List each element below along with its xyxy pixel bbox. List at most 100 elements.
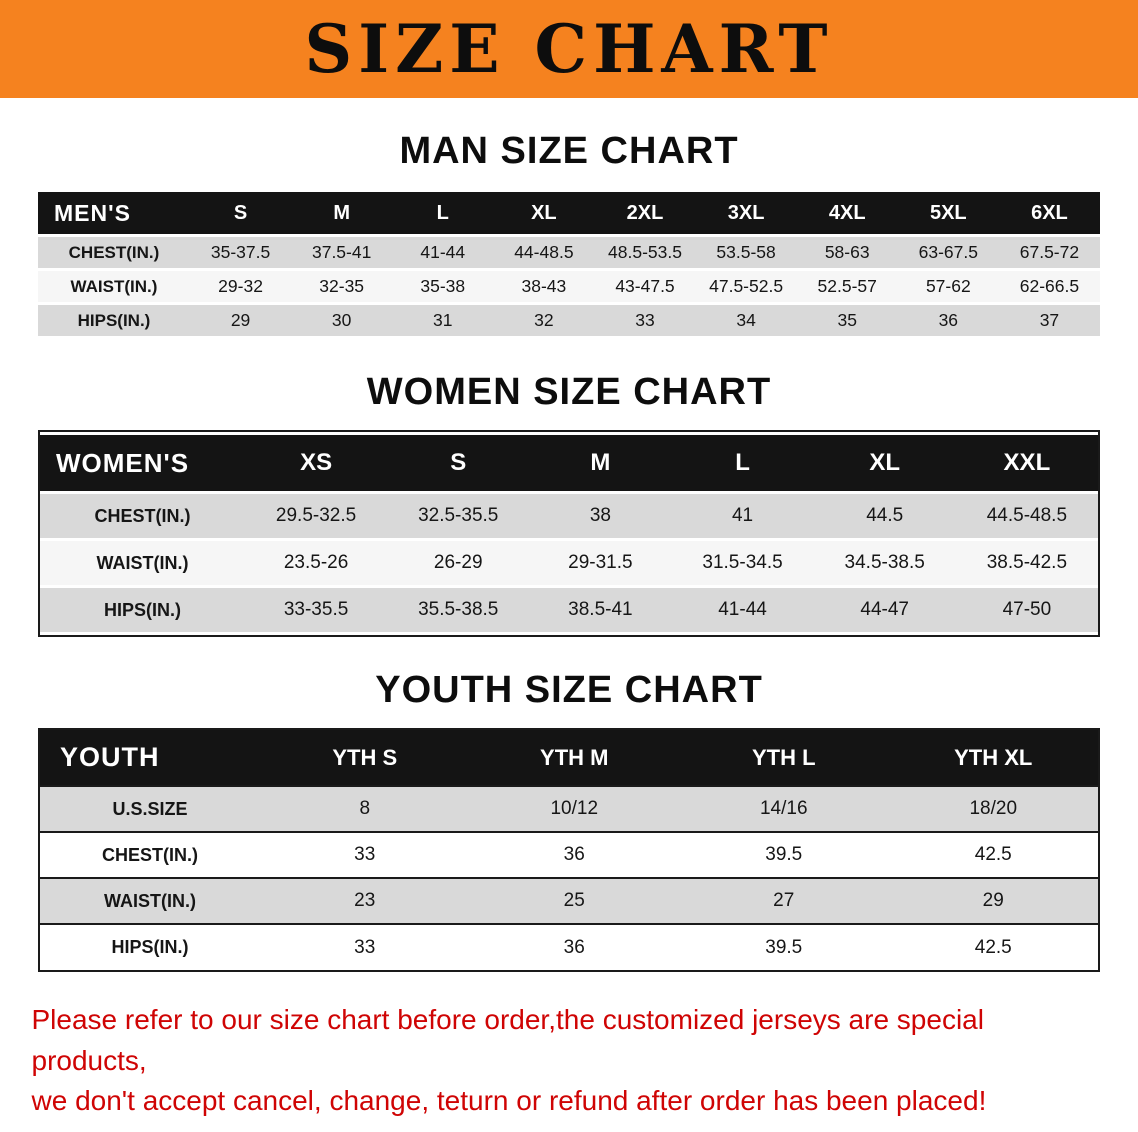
value-cell: 29: [888, 878, 1098, 924]
man-section-heading: MAN SIZE CHART: [399, 130, 739, 172]
value-cell: 8: [260, 786, 470, 832]
men-size-table: MEN'S S M L XL 2XL 3XL 4XL 5XL 6XL CHEST(IN.) 35-37…: [38, 189, 1100, 339]
size-column-header: S: [190, 192, 292, 234]
value-cell: 48.5-53.5: [594, 237, 696, 268]
size-column-header: YTH M: [469, 730, 679, 786]
value-cell: 53.5-58: [695, 237, 797, 268]
size-column-header: XL: [493, 192, 595, 234]
measurement-row: HIPS(IN.) 33 36 39.5 42.5: [40, 924, 1098, 970]
value-cell: 44.5: [813, 494, 956, 538]
value-cell: 36: [469, 832, 679, 878]
row-label-cell: WAIST(IN.): [40, 541, 245, 585]
value-cell: 38.5-41: [529, 588, 672, 632]
value-cell: 44.5-48.5: [955, 494, 1098, 538]
men-table-wrap: MEN'S S M L XL 2XL 3XL 4XL 5XL 6XL CHEST(IN.) 35-37…: [38, 189, 1100, 339]
measurement-row: HIPS(IN.) 33-35.5 35.5-38.5 38.5-41 41-44 44-…: [40, 588, 1098, 632]
value-cell: 43-47.5: [594, 271, 696, 302]
value-cell: 31: [392, 305, 494, 336]
size-column-header: 3XL: [695, 192, 797, 234]
women-table-wrap: WOMEN'S XS S M L XL XXL CHEST(IN.) 29.5-32.5 32.5…: [38, 430, 1100, 637]
value-cell: 29: [190, 305, 292, 336]
value-cell: 10/12: [469, 786, 679, 832]
size-column-header: 2XL: [594, 192, 696, 234]
value-cell: 62-66.5: [998, 271, 1100, 302]
value-cell: 42.5: [888, 832, 1098, 878]
youth-table-wrap: YOUTH YTH S YTH M YTH L YTH XL U.S.SIZE 8 10/12…: [38, 728, 1100, 972]
disclaimer-line-2: we don't accept cancel, change, teturn o…: [31, 1085, 987, 1117]
table-header-row: WOMEN'S XS S M L XL XXL: [40, 435, 1098, 491]
row-label-cell: CHEST(IN.): [40, 494, 245, 538]
value-cell: 37.5-41: [291, 237, 393, 268]
size-chart-banner: SIZE CHART: [0, 0, 1138, 98]
value-cell: 33: [260, 832, 470, 878]
size-column-header: 6XL: [998, 192, 1100, 234]
value-cell: 41: [671, 494, 814, 538]
value-cell: 35.5-38.5: [387, 588, 530, 632]
row-label-cell: CHEST(IN.): [38, 237, 190, 268]
row-label-cell: HIPS(IN.): [38, 305, 190, 336]
size-column-header: M: [291, 192, 393, 234]
value-cell: 47.5-52.5: [695, 271, 797, 302]
value-cell: 18/20: [888, 786, 1098, 832]
size-column-header: XS: [245, 435, 388, 491]
value-cell: 38-43: [493, 271, 595, 302]
value-cell: 67.5-72: [998, 237, 1100, 268]
value-cell: 25: [469, 878, 679, 924]
women-size-section: WOMEN SIZE CHART WOMEN'S XS S M L XL XXL CHEST(…: [0, 371, 1138, 637]
size-column-header: XXL: [955, 435, 1098, 491]
value-cell: 35-38: [392, 271, 494, 302]
size-column-header: L: [671, 435, 814, 491]
size-column-header: XL: [813, 435, 956, 491]
size-column-header: S: [387, 435, 530, 491]
value-cell: 39.5: [679, 832, 889, 878]
value-cell: 29-32: [190, 271, 292, 302]
value-cell: 37: [998, 305, 1100, 336]
value-cell: 33: [594, 305, 696, 336]
measurement-row: WAIST(IN.) 23 25 27 29: [40, 878, 1098, 924]
row-label-cell: HIPS(IN.): [40, 924, 260, 970]
table-title-cell: WOMEN'S: [40, 435, 245, 491]
measurement-row: CHEST(IN.) 29.5-32.5 32.5-35.5 38 41 44.5 44.5…: [40, 494, 1098, 538]
women-size-table: WOMEN'S XS S M L XL XXL CHEST(IN.) 29.5-32.5 32.5…: [40, 432, 1098, 635]
value-cell: 57-62: [897, 271, 999, 302]
youth-section-heading: YOUTH SIZE CHART: [375, 669, 763, 711]
value-cell: 29-31.5: [529, 541, 672, 585]
row-label-cell: HIPS(IN.): [40, 588, 245, 632]
value-cell: 14/16: [679, 786, 889, 832]
value-cell: 32-35: [291, 271, 393, 302]
row-label-cell: WAIST(IN.): [40, 878, 260, 924]
value-cell: 36: [469, 924, 679, 970]
table-title-cell: YOUTH: [40, 730, 260, 786]
value-cell: 63-67.5: [897, 237, 999, 268]
value-cell: 30: [291, 305, 393, 336]
row-label-cell: WAIST(IN.): [38, 271, 190, 302]
measurement-row: WAIST(IN.) 29-32 32-35 35-38 38-43 43-47.5 47.…: [38, 271, 1100, 302]
banner-title: SIZE CHART: [304, 10, 834, 88]
size-column-header: YTH L: [679, 730, 889, 786]
size-column-header: L: [392, 192, 494, 234]
row-label-cell: U.S.SIZE: [40, 786, 260, 832]
value-cell: 32.5-35.5: [387, 494, 530, 538]
value-cell: 34.5-38.5: [813, 541, 956, 585]
value-cell: 44-48.5: [493, 237, 595, 268]
value-cell: 23: [260, 878, 470, 924]
value-cell: 35: [796, 305, 898, 336]
value-cell: 33-35.5: [245, 588, 388, 632]
value-cell: 47-50: [955, 588, 1098, 632]
value-cell: 39.5: [679, 924, 889, 970]
size-column-header: 5XL: [897, 192, 999, 234]
youth-size-section: YOUTH SIZE CHART YOUTH YTH S YTH M YTH L YTH…: [0, 669, 1138, 972]
size-column-header: M: [529, 435, 672, 491]
value-cell: 42.5: [888, 924, 1098, 970]
measurement-row: WAIST(IN.) 23.5-26 26-29 29-31.5 31.5-34.5 34…: [40, 541, 1098, 585]
value-cell: 26-29: [387, 541, 530, 585]
value-cell: 35-37.5: [190, 237, 292, 268]
table-header-row: YOUTH YTH S YTH M YTH L YTH XL: [40, 730, 1098, 786]
value-cell: 29.5-32.5: [245, 494, 388, 538]
value-cell: 27: [679, 878, 889, 924]
value-cell: 38.5-42.5: [955, 541, 1098, 585]
measurement-row: CHEST(IN.) 35-37.5 37.5-41 41-44 44-48.5 48.5…: [38, 237, 1100, 268]
value-cell: 41-44: [671, 588, 814, 632]
disclaimer-line-1: Please refer to our size chart before or…: [31, 1004, 984, 1076]
